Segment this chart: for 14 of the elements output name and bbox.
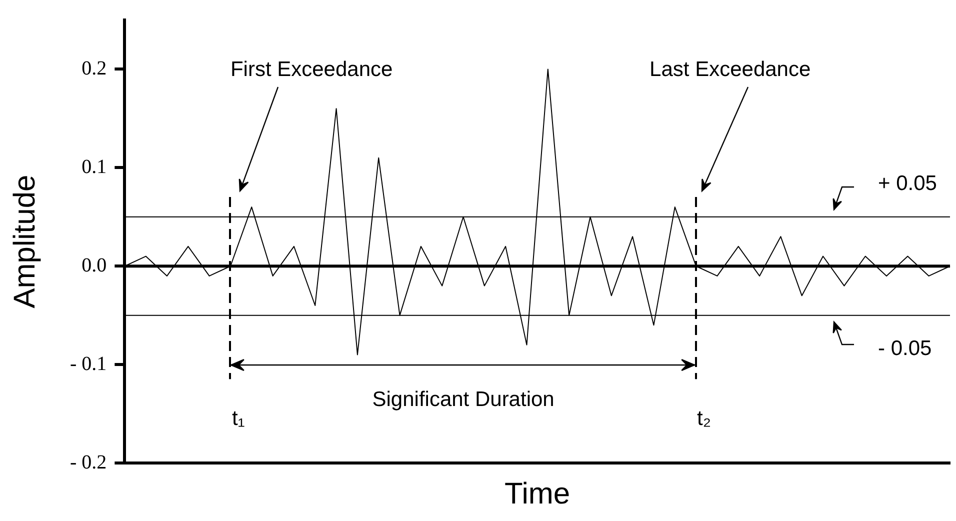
y-axis-title: Amplitude	[8, 174, 42, 308]
y-tick-label: 0.0	[82, 254, 107, 276]
y-tick-label: - 0.1	[70, 352, 107, 375]
y-tick-label: 0.2	[82, 57, 107, 80]
ref-line-label: + 0.05	[878, 172, 937, 195]
annotation: First Exceedance	[230, 58, 393, 81]
annotation: Last Exceedance	[650, 58, 811, 81]
annotation: t₂	[697, 407, 712, 430]
annotation: Significant Duration	[372, 388, 554, 410]
y-tick-label: - 0.2	[70, 451, 107, 474]
annotation: t₁	[232, 407, 245, 430]
y-tick-label: 0.1	[82, 156, 107, 178]
x-axis-title: Time	[504, 477, 570, 510]
ref-line-label: - 0.05	[878, 337, 932, 360]
